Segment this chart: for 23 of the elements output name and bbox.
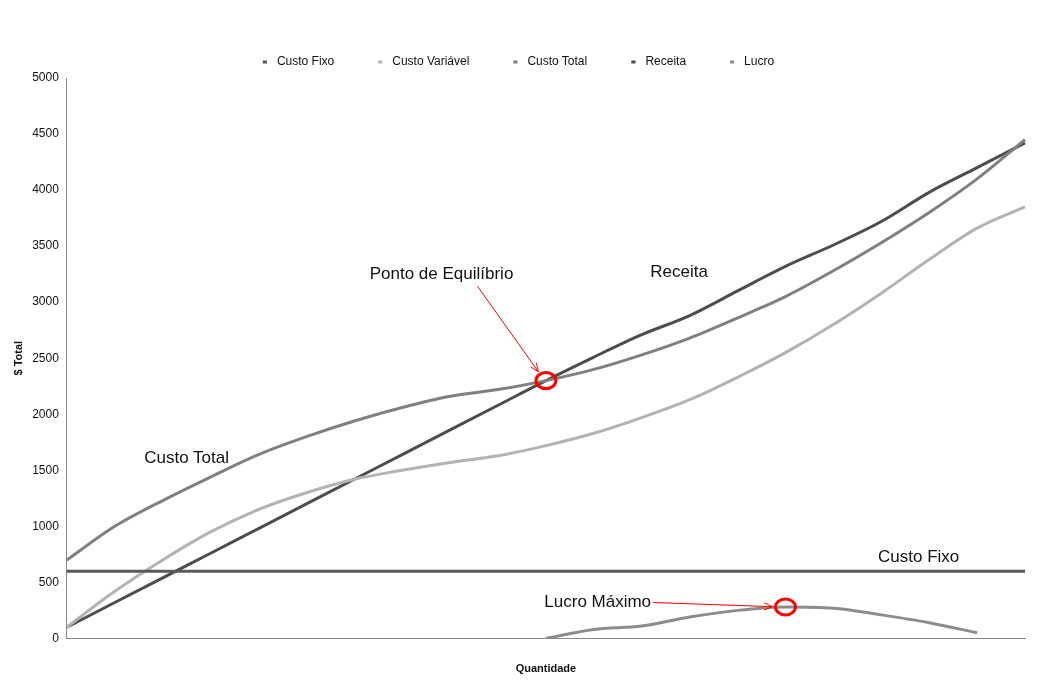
y-tick-label: 2500 [32, 350, 60, 365]
y-tick-label: 3000 [32, 294, 60, 309]
legend-label: Receita [645, 54, 687, 69]
annotation: Receita [650, 261, 709, 281]
y-tick-label: 1500 [32, 462, 60, 477]
y-tick-label: 3500 [32, 238, 60, 253]
annotation: Ponto de Equilíbrio [369, 263, 514, 283]
annotation: Custo Total [144, 448, 230, 468]
y-tick-label: 1000 [32, 518, 60, 533]
annotation: Lucro Máximo [544, 592, 652, 612]
annotation: Custo Fixo [878, 546, 960, 566]
legend-label: Custo Total [527, 54, 588, 69]
legend-label: Custo Variável [392, 54, 470, 69]
x-axis-title: Quantidade [515, 662, 577, 675]
y-tick-label: 4000 [32, 182, 60, 197]
y-axis-title: $ Total [11, 340, 24, 376]
y-tick-label: 4500 [32, 126, 60, 141]
y-tick-label: 2000 [32, 406, 60, 421]
legend-label: Custo Fixo [276, 54, 335, 69]
legend-label: Lucro [744, 54, 775, 69]
y-tick-label: 5000 [32, 70, 60, 85]
y-tick-label: 500 [38, 574, 60, 589]
y-tick-label: 0 [52, 630, 60, 645]
